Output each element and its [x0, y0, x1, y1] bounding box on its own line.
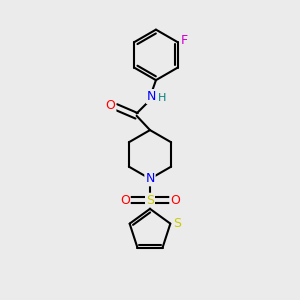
Text: N: N — [147, 90, 156, 103]
Text: S: S — [146, 194, 154, 207]
Text: F: F — [181, 34, 188, 47]
Text: O: O — [120, 194, 130, 207]
Text: O: O — [106, 99, 116, 112]
Text: N: N — [145, 172, 155, 185]
Text: O: O — [170, 194, 180, 207]
Text: H: H — [158, 93, 167, 103]
Text: S: S — [173, 217, 181, 230]
